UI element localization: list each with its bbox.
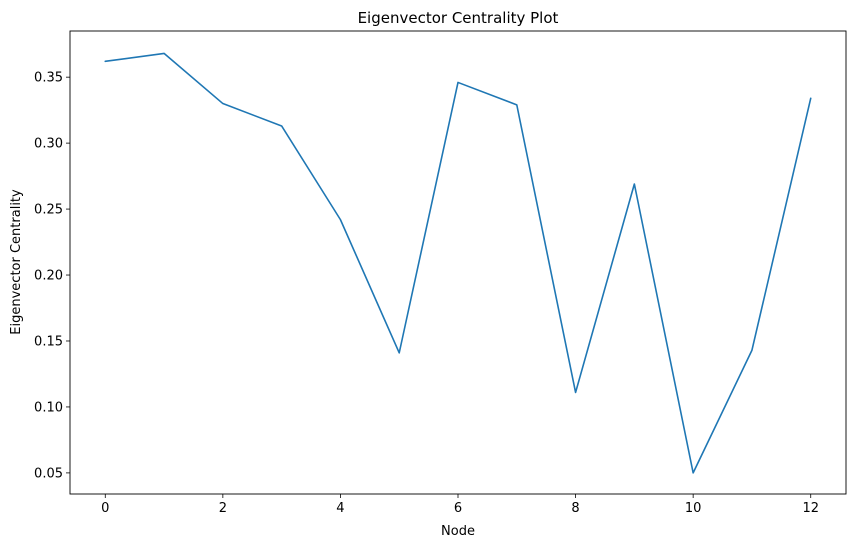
x-tick-label: 8 — [571, 501, 579, 516]
x-tick-label: 0 — [101, 501, 109, 516]
y-tick-label: 0.30 — [34, 137, 63, 152]
chart-title: Eigenvector Centrality Plot — [358, 9, 559, 27]
y-axis-ticks: 0.05 0.10 0.15 0.20 0.25 0.30 0.35 — [34, 71, 70, 481]
x-tick-label: 10 — [685, 501, 702, 516]
plot-area — [70, 31, 846, 494]
x-tick-label: 12 — [802, 501, 819, 516]
x-tick-label: 6 — [454, 501, 462, 516]
x-axis-ticks: 0 2 4 6 8 10 12 — [101, 494, 819, 516]
y-axis-label: Eigenvector Centrality — [9, 189, 24, 335]
x-axis-label: Node — [441, 524, 475, 539]
y-tick-label: 0.20 — [34, 269, 63, 284]
y-tick-label: 0.25 — [34, 203, 63, 218]
y-tick-label: 0.15 — [34, 334, 63, 349]
plot-frame — [69, 30, 847, 495]
series-group — [104, 52, 812, 474]
x-tick-label: 2 — [219, 501, 227, 516]
x-tick-label: 4 — [336, 501, 344, 516]
series-line — [104, 52, 812, 474]
y-tick-label: 0.10 — [34, 400, 63, 415]
y-tick-label: 0.35 — [34, 71, 63, 86]
y-tick-label: 0.05 — [34, 466, 63, 481]
